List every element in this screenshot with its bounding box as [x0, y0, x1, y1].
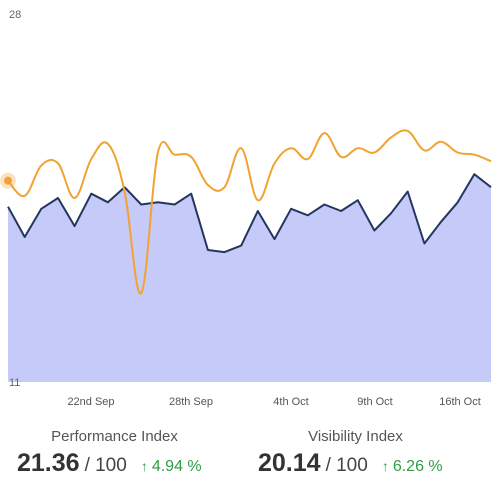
visibility-index-max: / 100	[325, 455, 368, 476]
arrow-up-icon: ↑	[381, 458, 389, 474]
y-axis-bottom-label: 11	[9, 377, 20, 389]
highlight-marker	[4, 176, 12, 185]
line-series-path	[7, 129, 492, 295]
area-series-layer	[7, 173, 492, 382]
line-series-layer	[7, 129, 492, 295]
performance-index-label: Performance Index	[51, 428, 178, 445]
x-tick-labels: 22nd Sep 28th Sep 4th Oct 9th Oct 16th Oct	[67, 396, 480, 408]
y-axis-top-label: 28	[9, 9, 21, 21]
performance-visibility-chart: 22nd Sep 28th Sep 4th Oct 9th Oct 16th Oct 2…	[0, 9, 492, 408]
visibility-index-stat: Visibility Index 20.14 / 100 ↑ 6.26 %	[258, 428, 453, 478]
x-tick-label: 16th Oct	[439, 396, 481, 408]
visibility-index-value: 20.14	[258, 449, 321, 477]
marker-layer	[0, 172, 16, 189]
visibility-index-change-value: 6.26 %	[392, 458, 443, 475]
performance-index-change-value: 4.94 %	[151, 458, 202, 475]
visibility-index-change: ↑ 6.26 %	[382, 458, 443, 476]
x-tick-label: 28th Sep	[169, 396, 213, 408]
performance-index-value: 21.36	[17, 449, 80, 477]
performance-index-max: / 100	[84, 455, 127, 476]
x-tick-label: 4th Oct	[273, 396, 308, 408]
area-series-fill	[8, 174, 491, 382]
x-tick-label: 9th Oct	[357, 396, 392, 408]
area-series-line	[7, 173, 492, 254]
visibility-index-label: Visibility Index	[308, 428, 403, 445]
performance-index-stat: Performance Index 21.36 / 100 ↑ 4.94 %	[17, 428, 212, 478]
stats-panel: Performance Index 21.36 / 100 ↑ 4.94 % Vi…	[0, 428, 500, 500]
performance-index-row: 21.36 / 100 ↑ 4.94 %	[17, 449, 212, 478]
x-tick-label: 22nd Sep	[67, 396, 114, 408]
performance-index-change: ↑ 4.94 %	[141, 458, 202, 476]
visibility-index-row: 20.14 / 100 ↑ 6.26 %	[258, 449, 453, 478]
arrow-up-icon: ↑	[140, 458, 148, 474]
